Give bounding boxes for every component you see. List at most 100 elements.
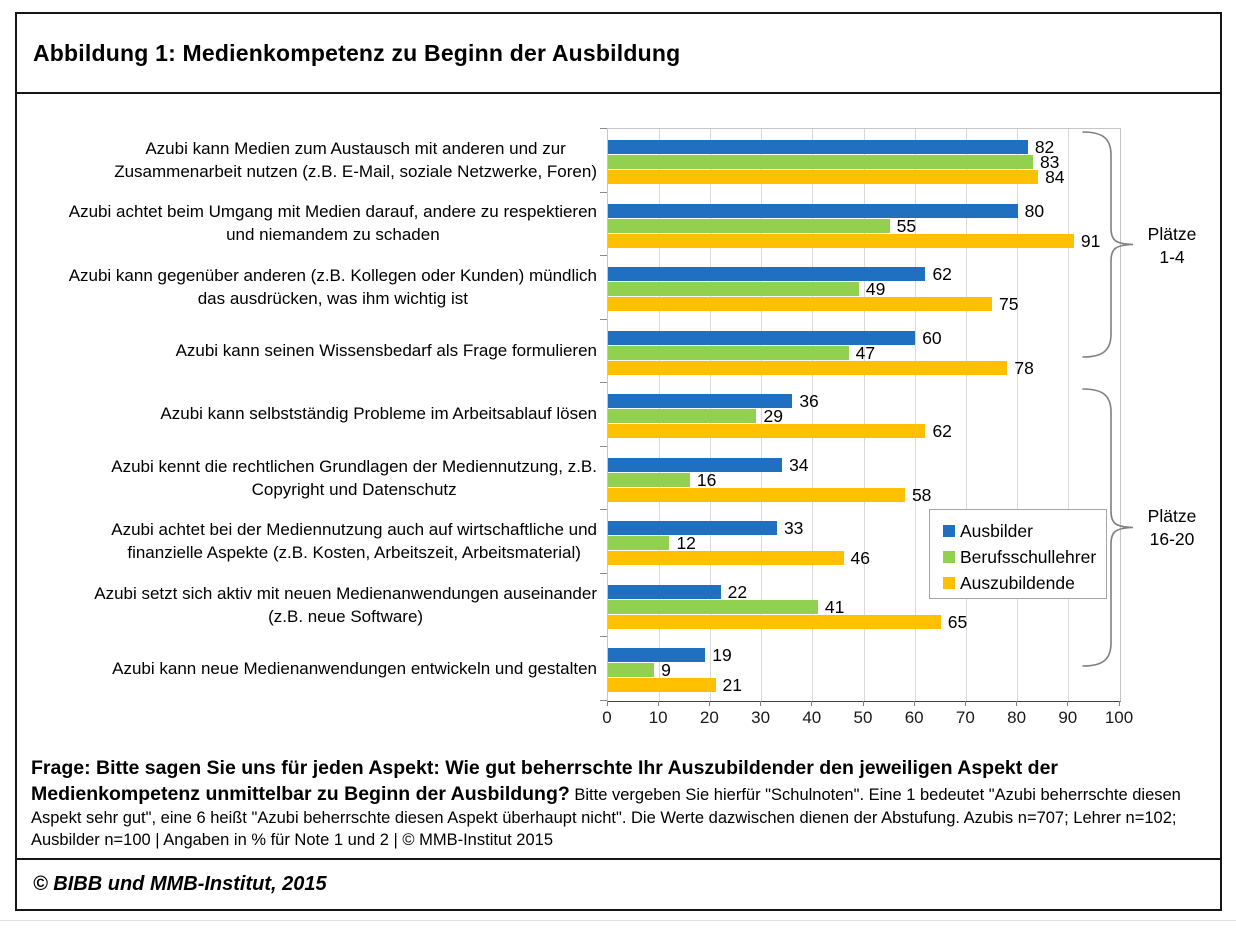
category-tick <box>600 446 607 447</box>
bar-value-label: 12 <box>676 533 696 554</box>
bar-ausbilder <box>608 330 916 345</box>
bracket-plaetze-16-20 <box>1082 388 1134 667</box>
gridline <box>761 129 763 701</box>
bar-ausbilder <box>608 648 706 663</box>
category-label-row: Azubi kann neue Medienanwendungen entwic… <box>47 636 597 700</box>
gridline <box>914 129 916 701</box>
bar-auszubildende <box>608 487 905 502</box>
x-axis-tick <box>913 701 915 706</box>
bar-value-label: 36 <box>799 391 819 412</box>
bar-berufsschullehrer <box>608 345 849 360</box>
bar-value-label: 16 <box>696 469 717 490</box>
bar-value-label: 22 <box>727 581 748 602</box>
category-tick <box>600 319 607 320</box>
bar-berufsschullehrer <box>608 599 818 614</box>
legend-swatch-auszubildende <box>943 577 955 589</box>
category-tick <box>600 636 607 637</box>
category-tick <box>600 192 607 193</box>
category-label-row: Azubi kann selbstständig Probleme im Arb… <box>47 382 597 446</box>
category-tick <box>600 509 607 510</box>
bar-value-label: 82 <box>1034 137 1055 157</box>
figure-note: Frage: Bitte sagen Sie uns für jeden Asp… <box>31 755 1208 851</box>
x-axis-label: 40 <box>802 708 822 727</box>
bar-value-label: 80 <box>1024 200 1045 221</box>
page-title: Abbildung 1: Medienkompetenz zu Beginn d… <box>33 39 681 66</box>
bar-berufsschullehrer <box>608 663 655 678</box>
bar-auszubildende <box>608 170 1039 184</box>
page-edge-line <box>0 920 1236 921</box>
x-axis-tick <box>606 701 608 706</box>
category-label: Azubi achtet beim Umgang mit Medien dara… <box>68 202 597 245</box>
bar-auszubildende <box>608 551 844 566</box>
x-axis-label: 50 <box>853 708 873 727</box>
annotation-plaetze-16-20: Plätze 16-20 <box>1147 506 1197 549</box>
legend-item: Auszubildende <box>943 570 1106 596</box>
x-axis-tick <box>1067 701 1069 706</box>
bar-value-label: 21 <box>722 675 742 696</box>
category-label: Azubi setzt sich aktiv mit neuen Mediena… <box>94 583 597 626</box>
category-label: Azubi kann selbstständig Probleme im Arb… <box>160 404 597 424</box>
bar-ausbilder <box>608 457 783 472</box>
legend-swatch-berufsschullehrer <box>943 551 955 563</box>
category-label: Azubi achtet bei der Mediennutzung auch … <box>111 520 597 563</box>
bar-auszubildende <box>608 360 1008 375</box>
bar-value-label: 91 <box>1080 230 1101 251</box>
bar-berufsschullehrer <box>608 409 757 424</box>
gridline <box>1017 129 1019 701</box>
bar-value-label: 9 <box>661 660 671 681</box>
bar-ausbilder <box>608 394 793 409</box>
category-tick <box>600 382 607 383</box>
bar-value-label: 83 <box>1039 152 1060 172</box>
x-axis-label: 10 <box>648 708 668 727</box>
bar-value-label: 19 <box>712 645 732 666</box>
legend-item: Ausbilder <box>943 518 1106 544</box>
bar-berufsschullehrer <box>608 472 690 487</box>
category-label: Azubi kann neue Medienanwendungen entwic… <box>112 658 597 678</box>
x-axis-label: 30 <box>751 708 771 727</box>
gridline <box>965 129 967 701</box>
bar-ausbilder <box>608 203 1018 218</box>
bar-value-label: 33 <box>783 518 804 539</box>
bar-ausbilder <box>608 140 1028 154</box>
bar-berufsschullehrer <box>608 282 859 297</box>
x-axis-label: 100 <box>1104 708 1134 727</box>
bar-value-label: 84 <box>1045 167 1065 187</box>
bar-auszubildende <box>608 233 1074 248</box>
note-details: Bitte vergeben Sie hierfür "Schulnoten".… <box>31 786 1181 849</box>
category-tick <box>600 573 607 574</box>
legend-label: Auszubildende <box>960 572 1075 593</box>
x-axis-tick <box>657 701 659 706</box>
x-axis-label: 0 <box>602 708 612 727</box>
category-label-row: Azubi kann gegenüber anderen (z.B. Kolle… <box>47 255 597 319</box>
bar-value-label: 62 <box>932 421 952 442</box>
bar-ausbilder <box>608 584 721 599</box>
bar-value-label: 34 <box>789 454 809 475</box>
category-tick <box>600 255 607 256</box>
category-axis-labels: Azubi kann Medien zum Austausch mit ande… <box>47 128 597 700</box>
bar-berufsschullehrer <box>608 155 1033 169</box>
x-axis-label: 60 <box>904 708 924 727</box>
note-question: Frage: Bitte sagen Sie uns für jeden Asp… <box>31 757 1059 805</box>
legend-label: Ausbilder <box>960 520 1033 541</box>
bar-berufsschullehrer <box>608 536 670 551</box>
plot-area: 82 83 84 80 55 91 62 49 75 60 47 78 36 29 62 34 16 58 33 12… <box>607 128 1121 702</box>
category-label-row: Azubi setzt sich aktiv mit neuen Mediena… <box>47 573 597 637</box>
category-label: Azubi kann gegenüber anderen (z.B. Kolle… <box>68 265 597 308</box>
gridline <box>812 129 814 701</box>
gridline <box>1068 129 1070 701</box>
bar-ausbilder <box>608 267 926 282</box>
title-bar: Abbildung 1: Medienkompetenz zu Beginn d… <box>17 14 1220 94</box>
bar-value-label: 47 <box>855 342 876 363</box>
bar-value-label: 75 <box>999 294 1019 315</box>
page-border: Abbildung 1: Medienkompetenz zu Beginn d… <box>15 12 1222 911</box>
bar-value-label: 58 <box>911 484 932 505</box>
legend-label: Berufsschullehrer <box>960 546 1097 567</box>
category-tick <box>600 128 607 129</box>
bar-value-label: 29 <box>763 406 783 427</box>
bar-value-label: 41 <box>824 596 845 617</box>
bar-auszubildende <box>608 614 941 629</box>
bar-value-label: 60 <box>922 327 942 348</box>
x-axis-tick <box>811 701 813 706</box>
x-axis-tick <box>708 701 710 706</box>
bar-ausbilder <box>608 521 777 536</box>
